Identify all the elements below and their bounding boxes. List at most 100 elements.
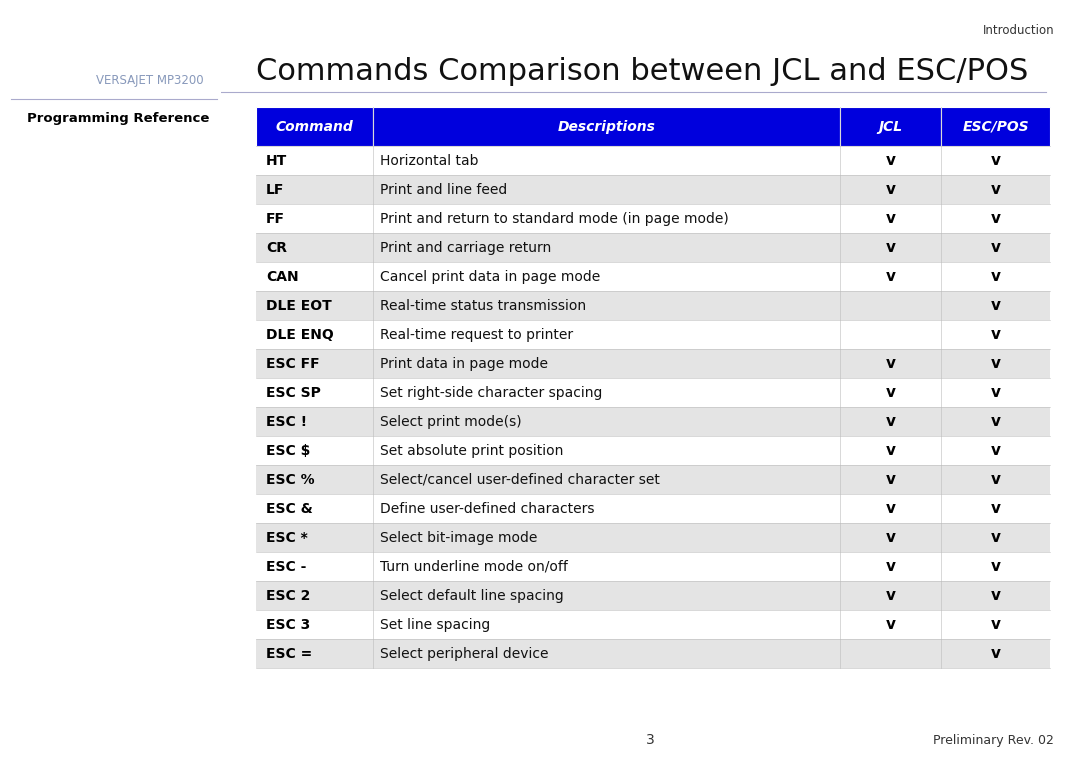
Text: VERSAJET MP3200: VERSAJET MP3200 — [96, 73, 204, 87]
Text: DLE ENQ: DLE ENQ — [266, 328, 334, 342]
Text: Introduction: Introduction — [983, 24, 1054, 37]
Text: Real-time status transmission: Real-time status transmission — [380, 299, 586, 313]
Text: v: v — [990, 356, 1000, 372]
Text: Programming Reference: Programming Reference — [27, 111, 208, 125]
Text: HT: HT — [266, 154, 287, 168]
Text: Set line spacing: Set line spacing — [380, 618, 490, 632]
FancyBboxPatch shape — [256, 639, 1050, 668]
FancyBboxPatch shape — [256, 523, 1050, 552]
Text: v: v — [886, 211, 895, 227]
Text: v: v — [886, 588, 895, 604]
Text: v: v — [886, 617, 895, 633]
FancyBboxPatch shape — [256, 146, 1050, 175]
FancyBboxPatch shape — [256, 465, 1050, 494]
Text: Descriptions: Descriptions — [558, 120, 656, 134]
Text: Select default line spacing: Select default line spacing — [380, 589, 564, 603]
Text: ESC *: ESC * — [266, 531, 308, 545]
Text: v: v — [990, 443, 1000, 459]
Text: v: v — [886, 530, 895, 546]
FancyBboxPatch shape — [374, 107, 840, 146]
Text: LF: LF — [266, 183, 284, 197]
FancyBboxPatch shape — [256, 552, 1050, 581]
FancyBboxPatch shape — [256, 233, 1050, 262]
FancyBboxPatch shape — [256, 291, 1050, 320]
FancyBboxPatch shape — [256, 262, 1050, 291]
FancyBboxPatch shape — [256, 407, 1050, 436]
Text: v: v — [990, 240, 1000, 256]
Text: v: v — [990, 327, 1000, 343]
Text: v: v — [886, 356, 895, 372]
Text: Select/cancel user-defined character set: Select/cancel user-defined character set — [380, 473, 660, 487]
Text: v: v — [990, 530, 1000, 546]
Text: v: v — [886, 559, 895, 575]
Text: v: v — [990, 182, 1000, 198]
Text: v: v — [990, 588, 1000, 604]
FancyBboxPatch shape — [256, 494, 1050, 523]
Text: Preliminary Rev. 02: Preliminary Rev. 02 — [933, 733, 1054, 747]
Text: v: v — [990, 414, 1000, 430]
Text: v: v — [990, 385, 1000, 401]
Text: v: v — [990, 501, 1000, 517]
Text: Print and return to standard mode (in page mode): Print and return to standard mode (in pa… — [380, 212, 729, 226]
Text: v: v — [990, 559, 1000, 575]
Text: ESC/POS: ESC/POS — [962, 120, 1029, 134]
Text: ESC 3: ESC 3 — [266, 618, 310, 632]
Text: Real-time request to printer: Real-time request to printer — [380, 328, 573, 342]
Text: ESC =: ESC = — [266, 647, 312, 661]
FancyBboxPatch shape — [256, 204, 1050, 233]
Text: Commands Comparison between JCL and ESC/POS: Commands Comparison between JCL and ESC/… — [256, 57, 1028, 86]
Text: v: v — [886, 182, 895, 198]
FancyBboxPatch shape — [840, 107, 941, 146]
Text: v: v — [886, 414, 895, 430]
FancyBboxPatch shape — [256, 436, 1050, 465]
Text: v: v — [990, 472, 1000, 488]
Text: Horizontal tab: Horizontal tab — [380, 154, 478, 168]
Text: v: v — [990, 269, 1000, 285]
Text: ESC -: ESC - — [266, 560, 307, 574]
FancyBboxPatch shape — [256, 349, 1050, 378]
FancyBboxPatch shape — [256, 107, 374, 146]
Text: v: v — [990, 211, 1000, 227]
Text: ESC %: ESC % — [266, 473, 314, 487]
Text: Cancel print data in page mode: Cancel print data in page mode — [380, 270, 600, 284]
Text: v: v — [886, 443, 895, 459]
Text: JCL: JCL — [879, 120, 903, 134]
Text: v: v — [990, 646, 1000, 662]
Text: ESC FF: ESC FF — [266, 357, 320, 371]
Text: v: v — [886, 472, 895, 488]
Text: ESC &: ESC & — [266, 502, 313, 516]
Text: ESC SP: ESC SP — [266, 386, 321, 400]
Text: v: v — [886, 153, 895, 169]
FancyBboxPatch shape — [256, 175, 1050, 204]
Text: v: v — [990, 617, 1000, 633]
Text: v: v — [990, 298, 1000, 314]
Text: Define user-defined characters: Define user-defined characters — [380, 502, 595, 516]
FancyBboxPatch shape — [256, 320, 1050, 349]
FancyBboxPatch shape — [256, 378, 1050, 407]
Text: Set right-side character spacing: Set right-side character spacing — [380, 386, 603, 400]
Text: v: v — [886, 385, 895, 401]
FancyBboxPatch shape — [256, 581, 1050, 610]
Text: Print data in page mode: Print data in page mode — [380, 357, 549, 371]
Text: DLE EOT: DLE EOT — [266, 299, 332, 313]
FancyBboxPatch shape — [941, 107, 1050, 146]
Text: Command: Command — [275, 120, 353, 134]
Text: ESC 2: ESC 2 — [266, 589, 310, 603]
Text: ESC !: ESC ! — [266, 415, 307, 429]
Text: Select bit-image mode: Select bit-image mode — [380, 531, 538, 545]
Text: v: v — [886, 269, 895, 285]
Text: Set absolute print position: Set absolute print position — [380, 444, 564, 458]
Text: v: v — [886, 240, 895, 256]
Text: CAN: CAN — [266, 270, 299, 284]
Text: Print and line feed: Print and line feed — [380, 183, 508, 197]
Text: FF: FF — [266, 212, 285, 226]
Text: CR: CR — [266, 241, 287, 255]
Text: Select peripheral device: Select peripheral device — [380, 647, 549, 661]
Text: v: v — [886, 501, 895, 517]
Text: Print and carriage return: Print and carriage return — [380, 241, 552, 255]
Text: ESC $: ESC $ — [266, 444, 310, 458]
Text: 3: 3 — [646, 733, 656, 747]
Text: Select print mode(s): Select print mode(s) — [380, 415, 522, 429]
FancyBboxPatch shape — [256, 610, 1050, 639]
Text: v: v — [990, 153, 1000, 169]
